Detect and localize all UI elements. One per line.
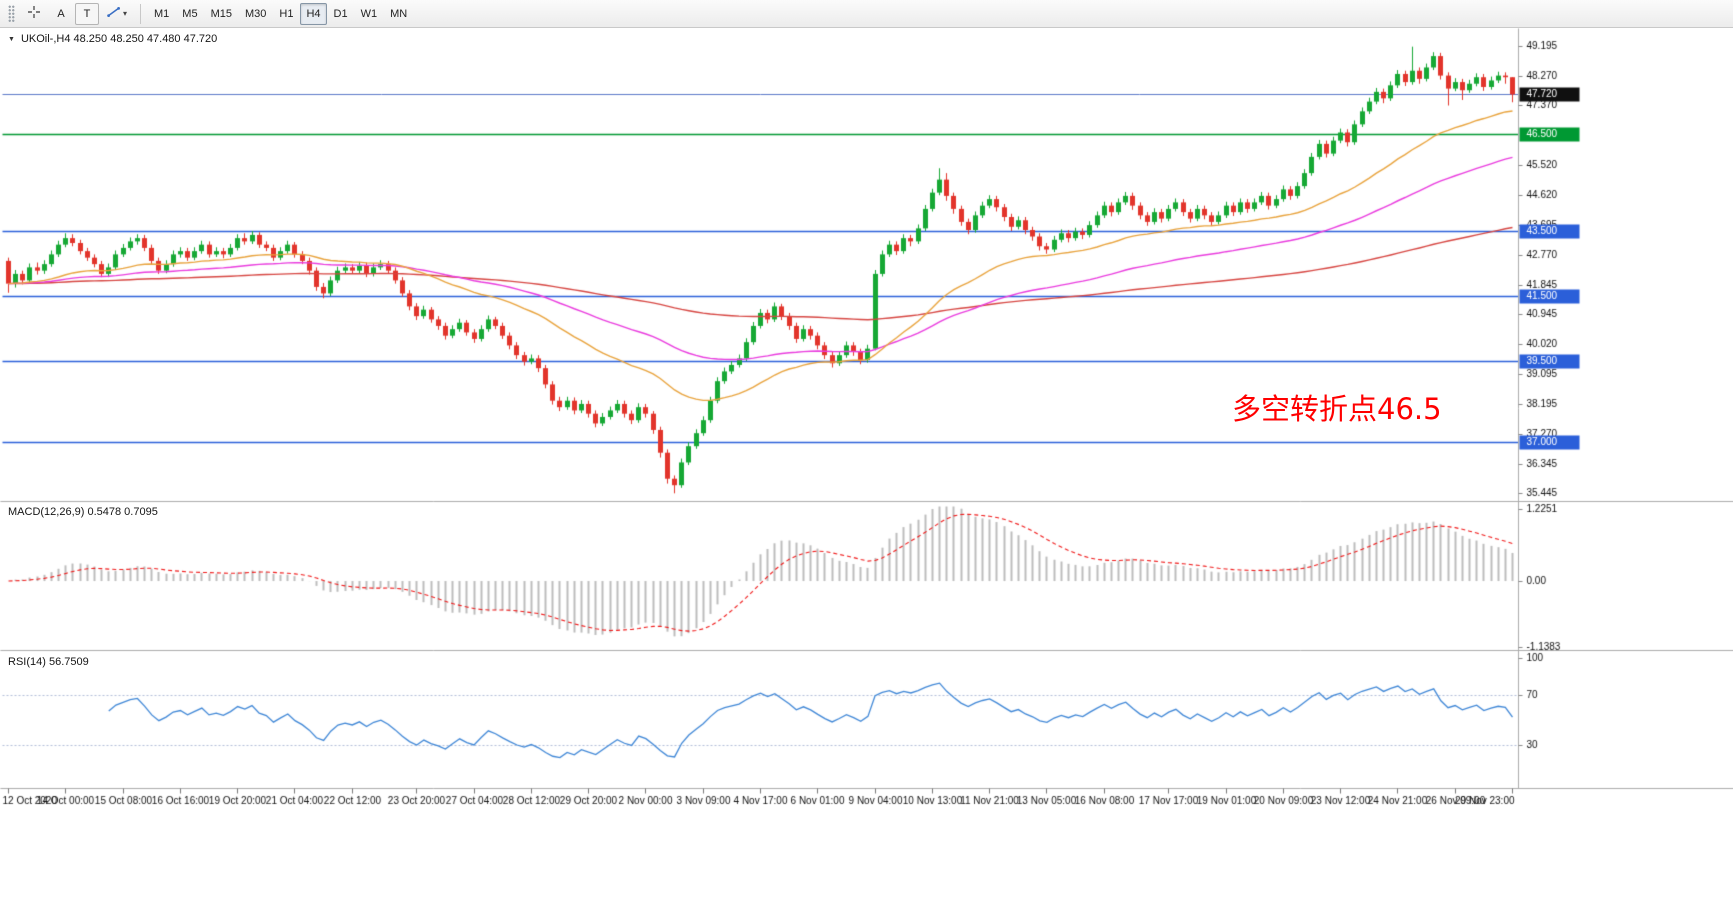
chart-canvas[interactable]	[0, 28, 1733, 898]
collapse-chart-icon[interactable]: ▼	[8, 35, 15, 43]
shapes-dropdown-button[interactable]: ▾	[101, 3, 133, 25]
timeframe-m1-button[interactable]: M1	[148, 3, 175, 25]
timeframe-d1-button[interactable]: D1	[328, 3, 354, 25]
timeframe-m30-button[interactable]: M30	[239, 3, 272, 25]
main-toolbar: A T ▾ M1 M5 M15 M30 H1 H4 D1 W1 MN	[0, 0, 1733, 28]
timeframe-m5-button[interactable]: M5	[176, 3, 203, 25]
symbol-ohlc-label: UKOil-,H4 48.250 48.250 47.480 47.720	[20, 33, 218, 45]
chart-title: ▼ UKOil-,H4 48.250 48.250 47.480 47.720	[8, 33, 217, 45]
shapes-icon	[107, 6, 121, 21]
timeframe-h1-button[interactable]: H1	[273, 3, 299, 25]
timeframe-h4-button[interactable]: H4	[300, 2, 327, 25]
text-tool-button[interactable]: A	[49, 3, 73, 25]
rsi-indicator-label: RSI(14) 56.7509	[8, 656, 89, 668]
macd-indicator-label: MACD(12,26,9) 0.5478 0.7095	[8, 506, 158, 518]
chart-annotation-text[interactable]: 多空转折点46.5	[1232, 392, 1442, 426]
crosshair-icon	[27, 5, 41, 22]
timeframe-toolbar: M1 M5 M15 M30 H1 H4 D1 W1 MN	[148, 2, 413, 25]
timeframe-w1-button[interactable]: W1	[355, 3, 384, 25]
timeframe-m15-button[interactable]: M15	[205, 3, 238, 25]
crosshair-tool-button[interactable]	[21, 3, 47, 25]
text-label-tool-button[interactable]: T	[75, 2, 99, 25]
toolbar-grip[interactable]	[8, 4, 15, 23]
toolbar-separator	[140, 3, 142, 24]
timeframe-mn-button[interactable]: MN	[384, 3, 413, 25]
chevron-down-icon: ▾	[123, 8, 128, 18]
